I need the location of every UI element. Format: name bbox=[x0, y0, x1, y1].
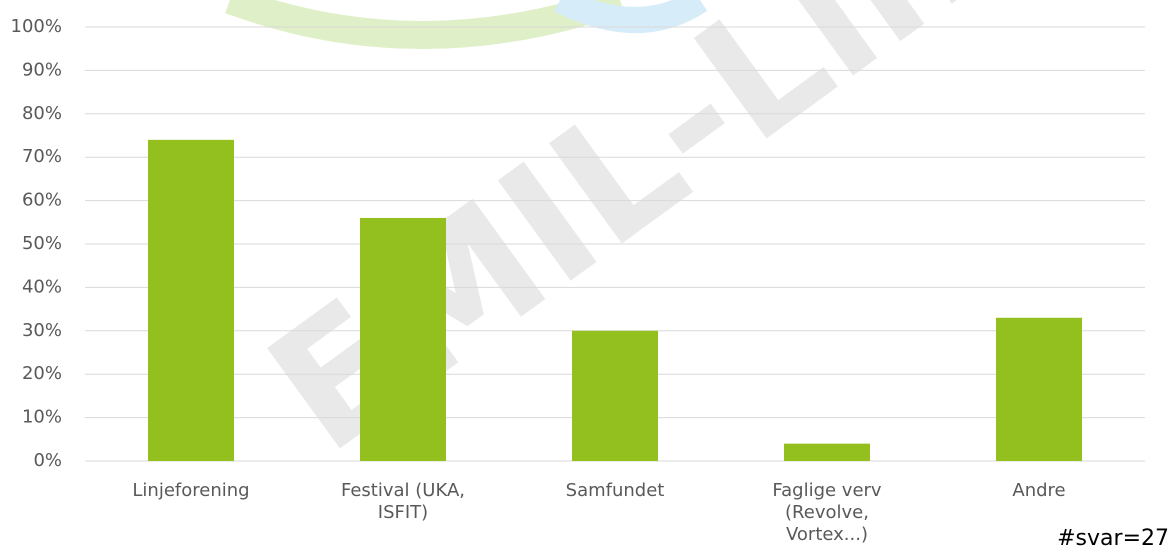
y-tick-label: 10% bbox=[22, 407, 62, 428]
y-tick-label: 0% bbox=[33, 450, 62, 471]
bar bbox=[148, 139, 234, 461]
bar bbox=[360, 217, 446, 461]
annotation: #svar=27 bbox=[1057, 526, 1169, 551]
x-tick-label: Linjeforening bbox=[132, 480, 250, 501]
y-tick-label: 80% bbox=[22, 103, 62, 124]
y-tick-label: 40% bbox=[22, 276, 62, 297]
x-tick-label: Faglige verv (Revolve, Vortex...) bbox=[772, 480, 882, 545]
y-tick-label: 30% bbox=[22, 320, 62, 341]
y-tick-label: 20% bbox=[22, 363, 62, 384]
bar bbox=[996, 317, 1082, 461]
y-tick-label: 60% bbox=[22, 190, 62, 211]
y-tick-label: 100% bbox=[11, 16, 62, 37]
y-tick-label: 70% bbox=[22, 146, 62, 167]
x-tick-label: Samfundet bbox=[565, 480, 665, 501]
y-tick-label: 90% bbox=[22, 59, 62, 80]
bar bbox=[572, 330, 658, 461]
x-tick-label: Andre bbox=[1012, 480, 1066, 501]
x-tick-label: Festival (UKA, ISFIT) bbox=[340, 480, 465, 523]
y-tick-label: 50% bbox=[22, 233, 62, 254]
bar bbox=[784, 443, 870, 461]
logo-swoosh bbox=[554, 0, 708, 33]
